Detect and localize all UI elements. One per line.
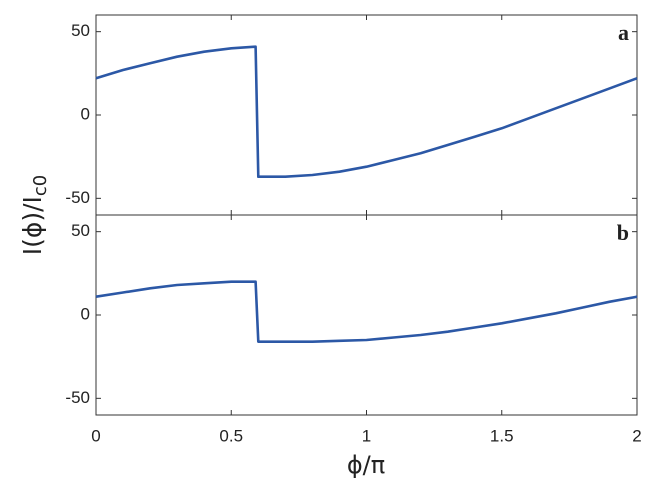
panel-label: a bbox=[618, 20, 629, 45]
x-tick-label: 0 bbox=[91, 426, 100, 445]
y-label-subscript: c0 bbox=[30, 175, 51, 196]
y-tick-label: 50 bbox=[71, 21, 90, 40]
x-tick-label: 1.5 bbox=[490, 426, 514, 445]
plot-frame bbox=[95, 14, 638, 216]
x-tick-label: 1 bbox=[362, 426, 371, 445]
panel-label: b bbox=[617, 220, 629, 245]
data-line bbox=[95, 280, 638, 343]
x-axis-label: ϕ/π bbox=[347, 451, 385, 479]
x-tick-label: 0.5 bbox=[219, 426, 243, 445]
x-tick-label: 2 bbox=[632, 426, 641, 445]
y-tick-label: 50 bbox=[71, 221, 90, 240]
y-tick-label: 0 bbox=[81, 104, 90, 123]
plot-frame bbox=[95, 214, 638, 416]
y-label-main: I(ϕ)/I bbox=[18, 196, 47, 255]
data-line bbox=[95, 45, 638, 178]
y-tick-label: 0 bbox=[81, 304, 90, 323]
y-tick-label: -50 bbox=[65, 388, 90, 407]
y-tick-label: -50 bbox=[65, 188, 90, 207]
y-axis-label: I(ϕ)/Ic0 bbox=[18, 175, 51, 256]
